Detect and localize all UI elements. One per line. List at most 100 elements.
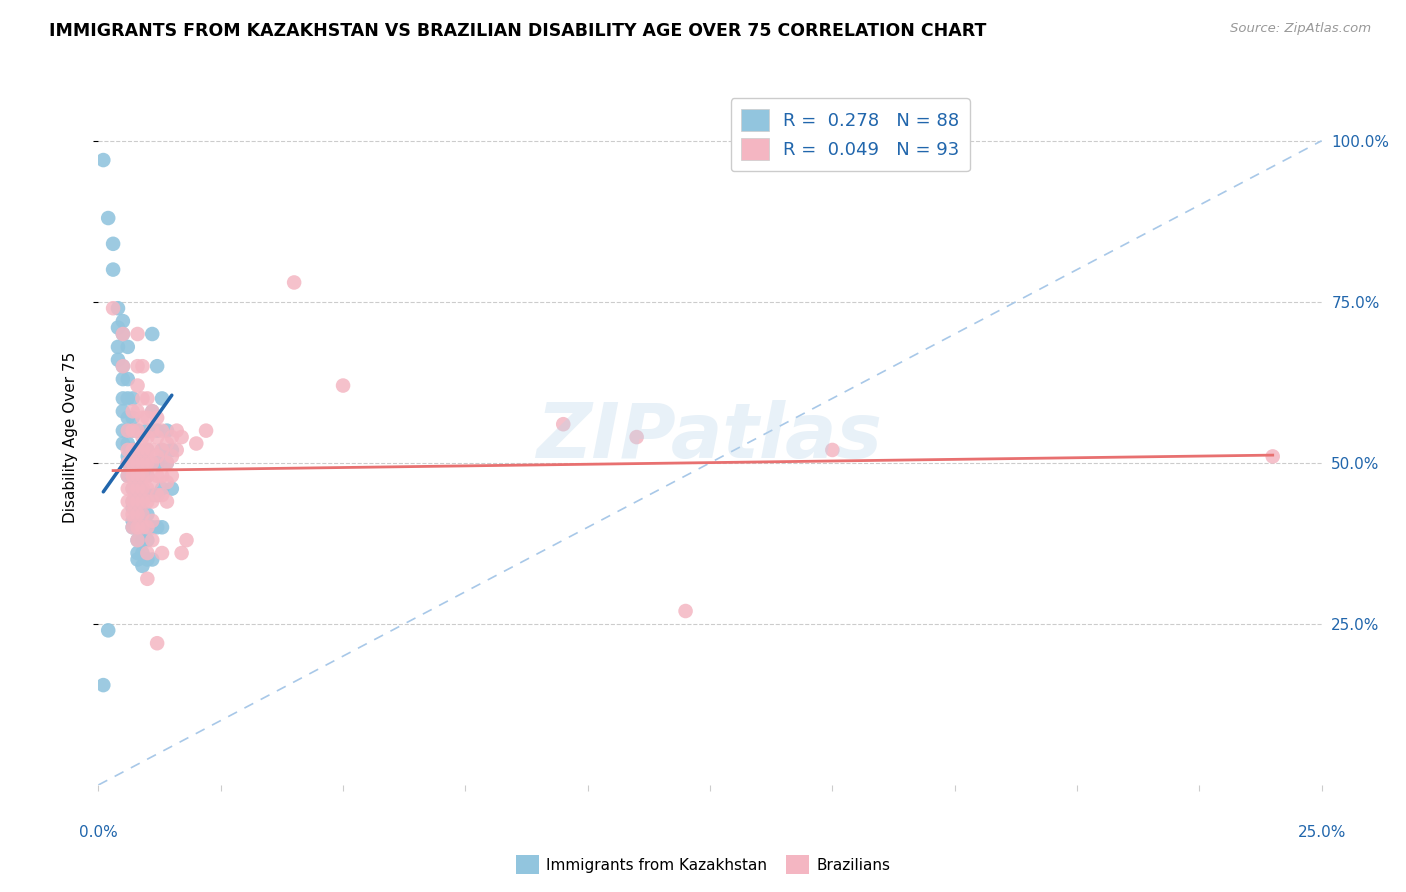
Point bbox=[107, 340, 129, 354]
Point bbox=[136, 488, 159, 502]
Point bbox=[117, 508, 139, 522]
Point bbox=[91, 153, 114, 167]
Point bbox=[136, 546, 159, 560]
Point bbox=[170, 546, 193, 560]
Point bbox=[101, 262, 124, 277]
Point bbox=[146, 410, 169, 425]
Point bbox=[111, 424, 134, 438]
Text: 0.0%: 0.0% bbox=[79, 825, 118, 840]
Point bbox=[127, 404, 149, 418]
Point bbox=[117, 456, 139, 470]
Point bbox=[111, 372, 134, 386]
Point bbox=[131, 468, 153, 483]
Point bbox=[127, 442, 149, 457]
Point bbox=[121, 442, 143, 457]
Point bbox=[136, 456, 159, 470]
Point bbox=[121, 456, 143, 470]
Point bbox=[186, 436, 208, 450]
Point bbox=[131, 494, 153, 508]
Point bbox=[136, 456, 159, 470]
Point bbox=[156, 475, 179, 490]
Point bbox=[146, 424, 169, 438]
Point bbox=[136, 424, 159, 438]
Point bbox=[131, 494, 153, 508]
Point bbox=[146, 488, 169, 502]
Text: ZIPatlas: ZIPatlas bbox=[537, 401, 883, 474]
Point bbox=[136, 572, 159, 586]
Point bbox=[127, 546, 149, 560]
Point bbox=[176, 533, 198, 548]
Point bbox=[131, 468, 153, 483]
Point bbox=[675, 604, 697, 618]
Point bbox=[107, 320, 129, 334]
Point bbox=[150, 442, 173, 457]
Point bbox=[127, 378, 149, 392]
Point bbox=[121, 468, 143, 483]
Point bbox=[141, 424, 163, 438]
Point bbox=[121, 520, 143, 534]
Point bbox=[150, 442, 173, 457]
Point bbox=[121, 482, 143, 496]
Point bbox=[131, 482, 153, 496]
Point bbox=[131, 508, 153, 522]
Point bbox=[141, 488, 163, 502]
Point bbox=[150, 520, 173, 534]
Y-axis label: Disability Age Over 75: Disability Age Over 75 bbox=[63, 351, 77, 523]
Point bbox=[136, 482, 159, 496]
Point bbox=[127, 533, 149, 548]
Point bbox=[117, 392, 139, 406]
Point bbox=[111, 359, 134, 374]
Legend: R =  0.278   N = 88, R =  0.049   N = 93: R = 0.278 N = 88, R = 0.049 N = 93 bbox=[731, 98, 970, 171]
Point bbox=[141, 456, 163, 470]
Point bbox=[127, 520, 149, 534]
Point bbox=[1261, 450, 1284, 464]
Point bbox=[121, 482, 143, 496]
Point bbox=[127, 520, 149, 534]
Point bbox=[107, 352, 129, 367]
Point bbox=[141, 514, 163, 528]
Point bbox=[121, 410, 143, 425]
Point bbox=[121, 494, 143, 508]
Point bbox=[131, 546, 153, 560]
Point bbox=[127, 424, 149, 438]
Point bbox=[111, 392, 134, 406]
Point bbox=[150, 482, 173, 496]
Point bbox=[136, 552, 159, 566]
Point bbox=[111, 314, 134, 328]
Point bbox=[141, 520, 163, 534]
Point bbox=[160, 430, 183, 444]
Point bbox=[136, 468, 159, 483]
Point bbox=[131, 442, 153, 457]
Point bbox=[117, 456, 139, 470]
Point bbox=[156, 424, 179, 438]
Text: Source: ZipAtlas.com: Source: ZipAtlas.com bbox=[1230, 22, 1371, 36]
Point bbox=[141, 456, 163, 470]
Point bbox=[131, 392, 153, 406]
Point bbox=[121, 508, 143, 522]
Point bbox=[150, 546, 173, 560]
Point bbox=[127, 494, 149, 508]
Point bbox=[121, 520, 143, 534]
Point bbox=[136, 442, 159, 457]
Point bbox=[166, 424, 188, 438]
Point bbox=[121, 424, 143, 438]
Legend: Immigrants from Kazakhstan, Brazilians: Immigrants from Kazakhstan, Brazilians bbox=[509, 849, 897, 880]
Point bbox=[117, 442, 139, 457]
Point bbox=[160, 442, 183, 457]
Point bbox=[121, 500, 143, 515]
Point bbox=[117, 482, 139, 496]
Point bbox=[121, 392, 143, 406]
Point bbox=[117, 340, 139, 354]
Point bbox=[127, 508, 149, 522]
Point bbox=[121, 424, 143, 438]
Point bbox=[121, 404, 143, 418]
Point bbox=[111, 436, 134, 450]
Point bbox=[127, 424, 149, 438]
Point bbox=[195, 424, 218, 438]
Point bbox=[127, 552, 149, 566]
Point bbox=[117, 468, 139, 483]
Point bbox=[160, 450, 183, 464]
Point bbox=[117, 424, 139, 438]
Point bbox=[131, 456, 153, 470]
Point bbox=[136, 468, 159, 483]
